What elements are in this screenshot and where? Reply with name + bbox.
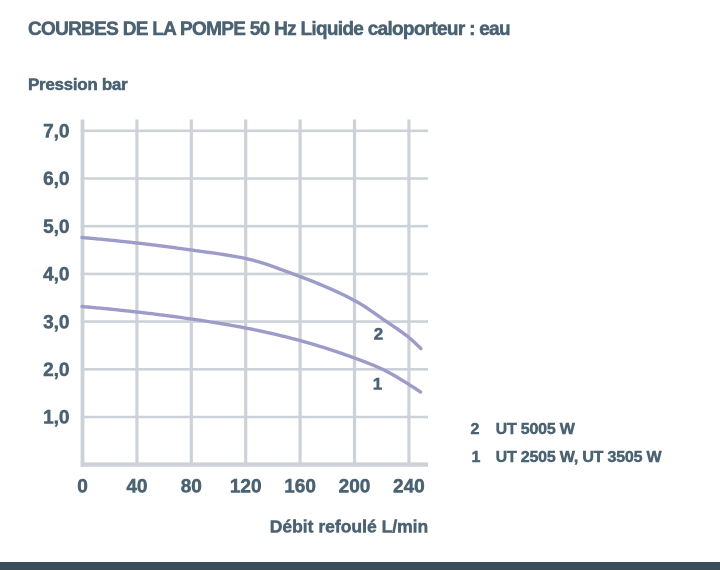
- svg-text:UT 5005 W: UT 5005 W: [496, 421, 576, 438]
- svg-text:4,0: 4,0: [43, 265, 69, 286]
- svg-text:120: 120: [230, 477, 262, 498]
- svg-text:5,0: 5,0: [43, 217, 69, 238]
- svg-text:200: 200: [339, 477, 371, 498]
- svg-text:2,0: 2,0: [43, 360, 69, 381]
- svg-text:1: 1: [472, 449, 481, 466]
- svg-text:2: 2: [471, 421, 480, 438]
- svg-text:2: 2: [374, 325, 383, 344]
- svg-text:80: 80: [181, 477, 202, 498]
- svg-text:3,0: 3,0: [43, 312, 69, 333]
- svg-text:0: 0: [77, 477, 88, 498]
- svg-text:Débit refoulé L/min: Débit refoulé L/min: [270, 517, 428, 537]
- svg-text:40: 40: [126, 477, 147, 498]
- svg-text:1,0: 1,0: [43, 408, 69, 429]
- svg-text:7,0: 7,0: [43, 122, 69, 143]
- svg-text:240: 240: [393, 477, 425, 498]
- svg-text:160: 160: [284, 477, 316, 498]
- svg-text:UT 2505 W, UT 3505 W: UT 2505 W, UT 3505 W: [496, 449, 663, 466]
- svg-text:6,0: 6,0: [43, 169, 69, 190]
- svg-text:1: 1: [373, 375, 382, 394]
